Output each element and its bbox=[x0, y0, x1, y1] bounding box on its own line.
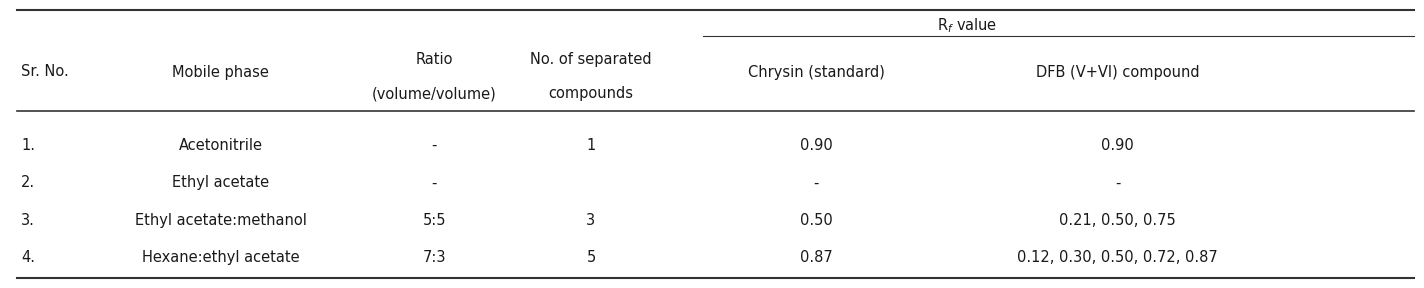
Text: -: - bbox=[813, 175, 819, 190]
Text: 0.21, 0.50, 0.75: 0.21, 0.50, 0.75 bbox=[1059, 213, 1176, 228]
Text: Ethyl acetate: Ethyl acetate bbox=[172, 175, 269, 190]
Text: 4.: 4. bbox=[21, 250, 36, 265]
Text: 0.50: 0.50 bbox=[800, 213, 832, 228]
Text: 0.90: 0.90 bbox=[1102, 138, 1134, 153]
Text: R$_f$ value: R$_f$ value bbox=[937, 16, 997, 35]
Text: -: - bbox=[1115, 175, 1121, 190]
Text: Acetonitrile: Acetonitrile bbox=[179, 138, 262, 153]
Text: Ratio: Ratio bbox=[416, 52, 453, 67]
Text: 0.12, 0.30, 0.50, 0.72, 0.87: 0.12, 0.30, 0.50, 0.72, 0.87 bbox=[1018, 250, 1218, 265]
Text: 3: 3 bbox=[587, 213, 595, 228]
Text: DFB (V+VI) compound: DFB (V+VI) compound bbox=[1037, 65, 1199, 79]
Text: 1.: 1. bbox=[21, 138, 36, 153]
Text: -: - bbox=[431, 175, 437, 190]
Text: Sr. No.: Sr. No. bbox=[21, 65, 70, 79]
Text: Ethyl acetate:methanol: Ethyl acetate:methanol bbox=[135, 213, 306, 228]
Text: 1: 1 bbox=[587, 138, 595, 153]
Text: 5:5: 5:5 bbox=[423, 213, 446, 228]
Text: Hexane:ethyl acetate: Hexane:ethyl acetate bbox=[142, 250, 299, 265]
Text: (volume/volume): (volume/volume) bbox=[372, 86, 497, 101]
Text: Chrysin (standard): Chrysin (standard) bbox=[748, 65, 884, 79]
Text: 3.: 3. bbox=[21, 213, 36, 228]
Text: No. of separated: No. of separated bbox=[530, 52, 652, 67]
Text: 7:3: 7:3 bbox=[423, 250, 446, 265]
Text: 2.: 2. bbox=[21, 175, 36, 190]
Text: 0.87: 0.87 bbox=[800, 250, 832, 265]
Text: Mobile phase: Mobile phase bbox=[172, 65, 269, 79]
Text: 0.90: 0.90 bbox=[800, 138, 832, 153]
Text: -: - bbox=[431, 138, 437, 153]
Text: 5: 5 bbox=[587, 250, 595, 265]
Text: compounds: compounds bbox=[548, 86, 634, 101]
